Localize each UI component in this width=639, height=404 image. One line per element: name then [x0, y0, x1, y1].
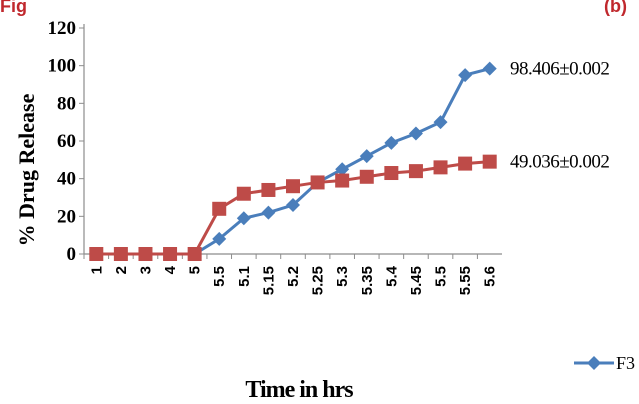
x-tick-label: 5.25	[310, 266, 327, 295]
data-point-diamond	[261, 205, 276, 220]
data-point-diamond	[433, 115, 448, 130]
x-tick-labels: 1 2 3 4 5 5.5 5.1 5.15 5.2 5.25 5.3 5.35 5.4 5.45 5.5 5…	[88, 265, 498, 295]
data-point-square	[482, 154, 497, 169]
x-tick-label: 2	[113, 266, 130, 274]
chart-title-left: Fig	[0, 0, 27, 16]
series-layer	[89, 61, 497, 261]
data-point-square	[384, 166, 399, 181]
y-tick-label: 20	[57, 206, 76, 227]
legend-marker-diamond	[587, 356, 601, 370]
chart-title-fragment: Fig (b)	[0, 0, 627, 16]
data-point-square	[310, 175, 325, 190]
x-tick-label: 5	[187, 266, 204, 274]
x-tick-label: 5.6	[482, 266, 499, 287]
data-point-square	[89, 247, 104, 261]
data-point-diamond	[359, 149, 374, 164]
x-tick-label: 5.2	[285, 266, 302, 287]
data-point-square	[408, 164, 423, 179]
data-point-square	[261, 182, 276, 197]
data-point-diamond	[458, 68, 473, 83]
data-point-square	[236, 186, 251, 201]
axes	[79, 24, 502, 259]
x-tick-label: 5.5	[433, 266, 450, 287]
data-label-end: 49.036±0.002	[510, 152, 609, 173]
data-point-square	[187, 247, 202, 261]
data-point-diamond	[212, 231, 227, 246]
x-tick-label: 5.4	[383, 265, 400, 287]
data-point-square	[138, 247, 153, 261]
x-tick-label: 1	[88, 266, 105, 274]
x-tick-label: 5.15	[260, 266, 277, 295]
legend: F3	[574, 353, 635, 373]
data-point-diamond	[286, 198, 300, 213]
y-tick-label: 80	[57, 93, 76, 114]
x-tick-label: 5.5	[211, 266, 228, 287]
data-point-diamond	[482, 61, 497, 76]
data-point-diamond	[335, 162, 350, 177]
x-tick-label: 5.35	[359, 266, 376, 295]
data-point-diamond	[236, 211, 251, 226]
x-tick-label: 5.45	[408, 266, 425, 295]
x-tick-label: 4	[162, 265, 179, 274]
data-point-square	[163, 247, 178, 261]
y-tick-labels: 0 20 40 60 80 100 120	[48, 18, 77, 265]
data-point-square	[286, 179, 300, 194]
x-tick-label: 3	[137, 266, 154, 274]
data-point-square	[458, 156, 473, 171]
y-tick-label: 40	[57, 169, 76, 190]
x-axis-title: Time in hrs	[245, 377, 353, 403]
data-point-square	[359, 169, 374, 184]
y-tick-label: 60	[57, 131, 76, 152]
chart-title-right: (b)	[604, 0, 627, 16]
y-axis-title: % Drug Release	[14, 93, 39, 246]
x-tick-label: 5.55	[457, 266, 474, 295]
y-tick-label: 100	[48, 56, 77, 77]
series-line-1	[96, 67, 491, 256]
data-point-diamond	[408, 126, 423, 141]
data-point-square	[335, 173, 350, 188]
data-point-diamond	[384, 135, 399, 150]
legend-label: F3	[616, 353, 635, 373]
data-point-square	[212, 201, 227, 216]
data-point-square	[433, 160, 448, 175]
y-tick-label: 0	[67, 244, 77, 265]
y-tick-label: 120	[48, 18, 77, 39]
x-tick-label: 5.3	[334, 266, 351, 287]
data-label-end: 98.406±0.002	[510, 59, 609, 80]
data-point-square	[113, 247, 128, 261]
x-tick-label: 5.1	[236, 266, 253, 287]
end-labels: 98.406±0.002 49.036±0.002	[510, 59, 610, 173]
